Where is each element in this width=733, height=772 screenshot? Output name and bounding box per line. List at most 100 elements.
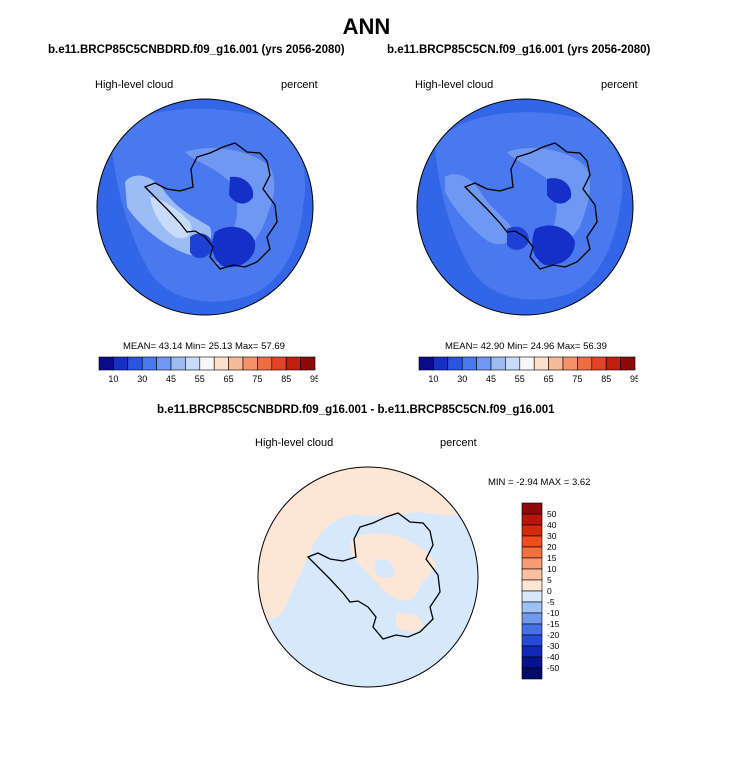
colorbar-tick-label: -50 xyxy=(547,663,560,673)
colorbar-box xyxy=(521,557,543,570)
colorbar-box xyxy=(519,356,535,371)
panel1-antarctica-outline xyxy=(143,142,278,270)
panel1-min-label: Min= xyxy=(185,341,206,352)
colorbar-tick-label: 0 xyxy=(547,586,552,596)
diff-title: b.e11.BRCP85C5CNBDRD.f09_g16.001 - b.e11… xyxy=(157,404,555,416)
colorbar-tick-label: 65 xyxy=(544,374,554,384)
colorbar-tick-label: 10 xyxy=(108,374,118,384)
colorbar-tick-label: -15 xyxy=(547,619,560,629)
panel1-max-label: Max= xyxy=(234,341,259,352)
panel2-colorbar: 10 30 45 55 65 75 85 95 xyxy=(418,356,638,384)
colorbar-box xyxy=(257,356,273,371)
panel2-max-value: 56.39 xyxy=(583,341,607,352)
colorbar-tick-label: 45 xyxy=(486,374,496,384)
colorbar-box xyxy=(490,356,506,371)
colorbar-box xyxy=(418,356,434,371)
colorbar-box xyxy=(433,356,449,371)
colorbar-tick-label: 55 xyxy=(515,374,525,384)
colorbar-box xyxy=(271,356,287,371)
colorbar-box xyxy=(521,634,543,647)
panel1-colorbar: 10 30 45 55 65 75 85 95 xyxy=(98,356,318,384)
colorbar-box xyxy=(170,356,186,371)
colorbar-tick-label: 45 xyxy=(166,374,176,384)
panel1-east-light xyxy=(185,147,275,265)
colorbar-tick-label: 75 xyxy=(572,374,582,384)
colorbar-tick-label: 10 xyxy=(428,374,438,384)
panel1-mean-label: MEAN= xyxy=(123,341,156,352)
colorbar-tick-label: -20 xyxy=(547,630,560,640)
panel2-antarctica-outline xyxy=(463,142,598,270)
panel2-dark-a xyxy=(532,225,575,266)
colorbar-box xyxy=(113,356,129,371)
colorbar-box xyxy=(141,356,157,371)
panel2-mean-label: MEAN= xyxy=(445,341,478,352)
panel2-dark-b xyxy=(547,178,572,204)
colorbar-box xyxy=(185,356,201,371)
colorbar-box xyxy=(98,356,114,371)
diff-max-label: MAX = xyxy=(540,477,570,488)
panel2-variable-label: High-level cloud xyxy=(415,79,494,91)
colorbar-box xyxy=(521,513,543,526)
colorbar-box xyxy=(199,356,215,371)
colorbar-tick-label: 40 xyxy=(547,520,557,530)
colorbar-box xyxy=(521,612,543,625)
colorbar-tick-label: -30 xyxy=(547,641,560,651)
diff-positive-region-a xyxy=(258,467,478,625)
panel1-stats: MEAN= 43.14 Min= 25.13 Max= 57.69 xyxy=(123,341,285,352)
colorbar-box xyxy=(577,356,593,371)
diff-variable-label: High-level cloud xyxy=(255,437,334,449)
colorbar-box xyxy=(213,356,229,371)
colorbar-tick-label: 5 xyxy=(547,575,552,585)
colorbar-box xyxy=(548,356,564,371)
colorbar-tick-label: 50 xyxy=(547,509,557,519)
panel2-dark-c xyxy=(507,226,529,250)
colorbar-tick-label: 65 xyxy=(224,374,234,384)
colorbar-box xyxy=(228,356,244,371)
colorbar-box xyxy=(242,356,258,371)
colorbar-box xyxy=(521,667,543,680)
panel2-light-shelf xyxy=(445,174,515,245)
diff-negative-inner xyxy=(374,559,395,578)
colorbar-tick-label: 10 xyxy=(547,564,557,574)
colorbar-box xyxy=(591,356,607,371)
panel2-units-label: percent xyxy=(601,79,638,91)
colorbar-box xyxy=(620,356,636,371)
colorbar-box xyxy=(605,356,621,371)
colorbar-box xyxy=(300,356,316,371)
panel1-dark-a xyxy=(212,226,256,268)
panel2-stats: MEAN= 42.90 Min= 24.96 Max= 56.39 xyxy=(445,341,607,352)
diff-stats: MIN = -2.94 MAX = 3.62 xyxy=(488,477,590,488)
colorbar-tick-label: 85 xyxy=(601,374,611,384)
colorbar-tick-label: -40 xyxy=(547,652,560,662)
colorbar-tick-label: -5 xyxy=(547,597,555,607)
colorbar-tick-label: 75 xyxy=(252,374,262,384)
colorbar-tick-label: 85 xyxy=(281,374,291,384)
panel1-variable-label: High-level cloud xyxy=(95,79,174,91)
panel1-polar-map xyxy=(96,98,314,316)
colorbar-box xyxy=(521,546,543,559)
panel2-max-label: Max= xyxy=(556,341,581,352)
colorbar-box xyxy=(521,568,543,581)
panel2-min-value: 24.96 xyxy=(530,341,555,352)
colorbar-box xyxy=(447,356,463,371)
diff-min-label: MIN = xyxy=(488,477,514,488)
diff-antarctica-outline xyxy=(306,512,441,640)
panel1-case-title: b.e11.BRCP85C5CNBDRD.f09_g16.001 (yrs 20… xyxy=(48,44,345,56)
colorbar-box xyxy=(521,601,543,614)
colorbar-box xyxy=(533,356,549,371)
colorbar-tick-label: 30 xyxy=(137,374,147,384)
colorbar-box xyxy=(521,590,543,603)
colorbar-box xyxy=(562,356,578,371)
colorbar-tick-label: 55 xyxy=(195,374,205,384)
panel2-min-label: Min= xyxy=(507,341,528,352)
diff-positive-region-c xyxy=(396,613,424,632)
diff-max-value: 3.62 xyxy=(571,477,591,488)
colorbar-tick-label: 95 xyxy=(630,374,638,384)
colorbar-tick-label: 30 xyxy=(457,374,467,384)
colorbar-tick-label: 20 xyxy=(547,542,557,552)
colorbar-box xyxy=(127,356,143,371)
colorbar-box xyxy=(521,656,543,669)
panel1-min-value: 25.13 xyxy=(208,341,233,352)
colorbar-box xyxy=(461,356,477,371)
